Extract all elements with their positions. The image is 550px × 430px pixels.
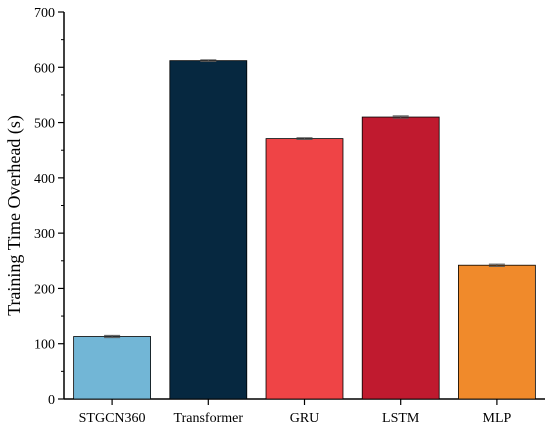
y-tick-label: 600 xyxy=(34,61,55,76)
bar-lstm xyxy=(361,116,440,400)
bar-stgcn360 xyxy=(73,336,151,400)
x-axis: STGCN360 Transformer GRU LSTM MLP xyxy=(64,398,545,426)
y-axis-title: Training Time Overhead (s) xyxy=(4,115,25,316)
bar-transformer xyxy=(169,60,248,400)
x-tick-label: MLP xyxy=(483,411,512,426)
y-tick-label: 200 xyxy=(34,282,55,297)
y-tick-label: 300 xyxy=(34,227,55,242)
y-tick-label: 400 xyxy=(34,172,55,187)
y-tick-label: 700 xyxy=(34,6,55,21)
bar-gru xyxy=(265,138,344,400)
x-tick-label: GRU xyxy=(290,411,320,426)
bars xyxy=(73,59,536,400)
x-tick-label: Transformer xyxy=(174,411,244,426)
x-tick-label: STGCN360 xyxy=(79,411,146,426)
y-tick-label: 0 xyxy=(48,393,55,408)
y-tick-label: 100 xyxy=(34,338,55,353)
y-axis: 0 100 200 300 400 500 600 700 xyxy=(34,6,65,408)
bar-mlp xyxy=(458,264,536,400)
x-tick-label: LSTM xyxy=(382,411,420,426)
y-tick-label: 500 xyxy=(34,117,55,132)
